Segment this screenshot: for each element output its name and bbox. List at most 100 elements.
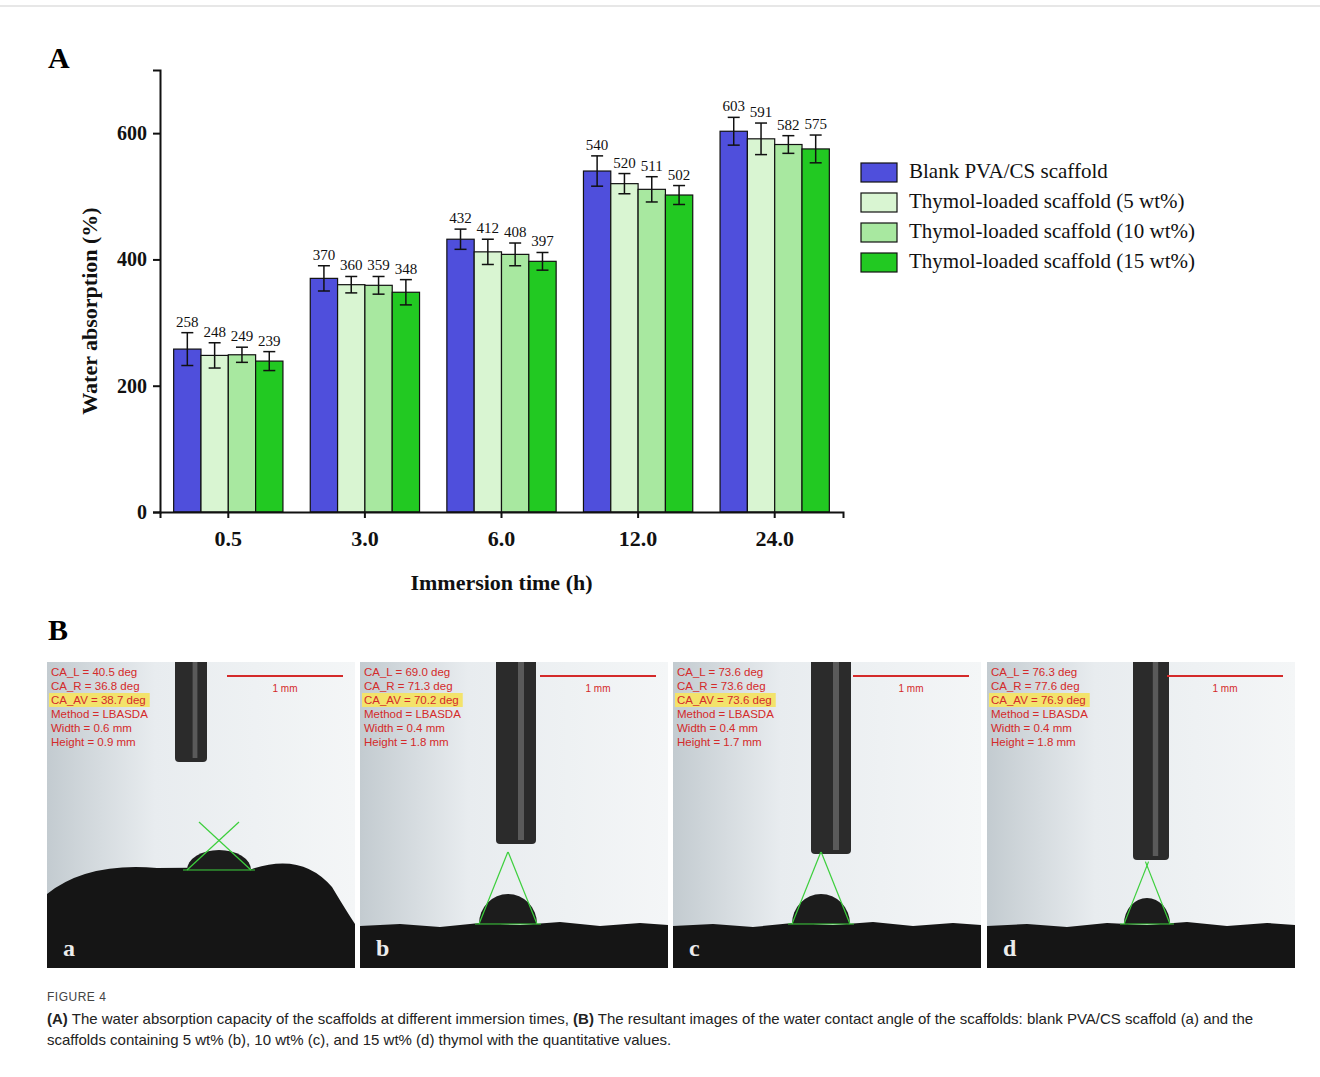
caption-part: (B): [573, 1010, 594, 1027]
bar: [583, 171, 610, 512]
y-axis-title: Water absorption (%): [77, 207, 102, 414]
measurement-text: Method = LBASDA: [364, 708, 461, 720]
x-tick-mark: [774, 512, 776, 518]
error-bar-cap: [181, 332, 193, 334]
error-bar-cap: [181, 365, 193, 367]
figure: AB25837043254060324836041252059124935940…: [0, 0, 1320, 985]
measurement-text: Width = 0.4 mm: [677, 722, 758, 734]
error-bar: [345, 276, 357, 292]
error-bar: [673, 186, 685, 205]
needle-highlight: [518, 662, 524, 840]
measurement-text: Width = 0.6 mm: [51, 722, 132, 734]
scale-bar: [1167, 675, 1283, 677]
legend-label: Thymol-loaded scaffold (10 wt%): [909, 219, 1195, 243]
error-bar-cap: [618, 193, 630, 195]
measurement-text: Width = 0.4 mm: [364, 722, 445, 734]
tangent-fit: [479, 852, 508, 924]
error-bar-stem: [214, 343, 216, 368]
measurement-text: Height = 1.8 mm: [364, 736, 449, 748]
legend-label: Thymol-loaded scaffold (15 wt%): [909, 249, 1195, 273]
substrate: [47, 863, 355, 968]
error-bar-cap: [646, 201, 658, 203]
measurement-text: Height = 0.9 mm: [51, 736, 136, 748]
droplet: [792, 894, 850, 924]
bar: [775, 145, 802, 512]
measurement-text: Method = LBASDA: [51, 708, 148, 720]
legend-swatch: [861, 163, 897, 182]
error-bar-cap: [646, 176, 658, 178]
scale-bar-label: 1 mm: [586, 683, 611, 694]
y-tick-mark: [153, 259, 160, 261]
error-bar-stem: [651, 177, 653, 202]
error-bar: [318, 266, 330, 291]
scale-bar: [853, 675, 969, 677]
error-bar-cap: [755, 122, 767, 124]
bar: [611, 184, 638, 512]
x-tick-mark: [227, 512, 229, 518]
top-rule: [0, 6, 1320, 7]
error-bar-stem: [350, 276, 352, 292]
needle-highlight: [833, 662, 839, 850]
substrate: [360, 922, 668, 968]
needle-highlight: [193, 662, 198, 758]
error-bar-stem: [487, 239, 489, 264]
error-bar-cap: [810, 134, 822, 136]
y-tick: 0: [137, 501, 160, 523]
data-label: 397: [531, 233, 554, 249]
measurement-highlight: [362, 693, 463, 707]
x-tick-label: 24.0: [755, 526, 794, 551]
error-bar-stem: [678, 186, 680, 205]
bar: [720, 131, 747, 512]
image-letter: b: [376, 935, 389, 961]
y-axis-line: [153, 71, 161, 513]
data-label: 248: [203, 324, 226, 340]
bar: [502, 254, 529, 512]
caption-part: (A): [47, 1010, 68, 1027]
y-tick-label: 600: [117, 122, 147, 144]
error-bar-stem: [269, 352, 271, 371]
bar: [802, 149, 829, 512]
error-bar-cap: [810, 162, 822, 164]
data-label: 258: [176, 314, 199, 330]
legend-item: Thymol-loaded scaffold (10 wt%): [861, 219, 1195, 243]
error-bar-cap: [318, 265, 330, 267]
contact-angle-image: CA_L = 69.0 degCA_R = 71.3 degCA_AV = 70…: [360, 652, 668, 968]
measurement-text: Height = 1.8 mm: [991, 736, 1076, 748]
needle: [1133, 662, 1169, 860]
data-label: 511: [641, 158, 663, 174]
error-bar-cap: [673, 185, 685, 187]
x-tick-label: 3.0: [351, 526, 379, 551]
measurement-text: CA_L = 76.3 deg: [991, 666, 1077, 678]
measurement-highlight: [49, 693, 150, 707]
x-axis: 0.53.06.012.024.0: [161, 512, 844, 551]
y-tick-mark: [153, 385, 160, 387]
measurement-text: CA_L = 73.6 deg: [677, 666, 763, 678]
image-scene: [987, 662, 1295, 968]
measurement-text: CA_AV = 38.7 deg: [51, 694, 146, 706]
error-bar-cap: [236, 346, 248, 348]
panel-label: B: [48, 613, 68, 646]
error-bar: [373, 276, 385, 294]
y-tick-label: 400: [117, 248, 147, 270]
image-letter: d: [1003, 935, 1017, 961]
legend-label: Blank PVA/CS scaffold: [909, 159, 1108, 183]
x-tick-mark: [501, 512, 503, 518]
error-bar-stem: [760, 123, 762, 155]
measurement-text: CA_L = 69.0 deg: [364, 666, 450, 678]
error-bar-cap: [482, 238, 494, 240]
needle: [496, 662, 536, 844]
y-tick-mark: [153, 133, 160, 135]
error-bar-cap: [373, 293, 385, 295]
data-label: 575: [804, 116, 827, 132]
needle: [811, 662, 851, 854]
legend-swatch: [861, 193, 897, 212]
baseline-fit: [475, 923, 541, 924]
image-letter: a: [63, 935, 75, 961]
scale-bar: [227, 675, 343, 677]
needle: [175, 662, 207, 762]
bar: [365, 285, 392, 512]
error-bar: [509, 243, 521, 266]
scale-bar: [540, 675, 656, 677]
contact-angle-image: CA_L = 76.3 degCA_R = 77.6 degCA_AV = 76…: [987, 652, 1295, 968]
error-bar: [482, 239, 494, 264]
